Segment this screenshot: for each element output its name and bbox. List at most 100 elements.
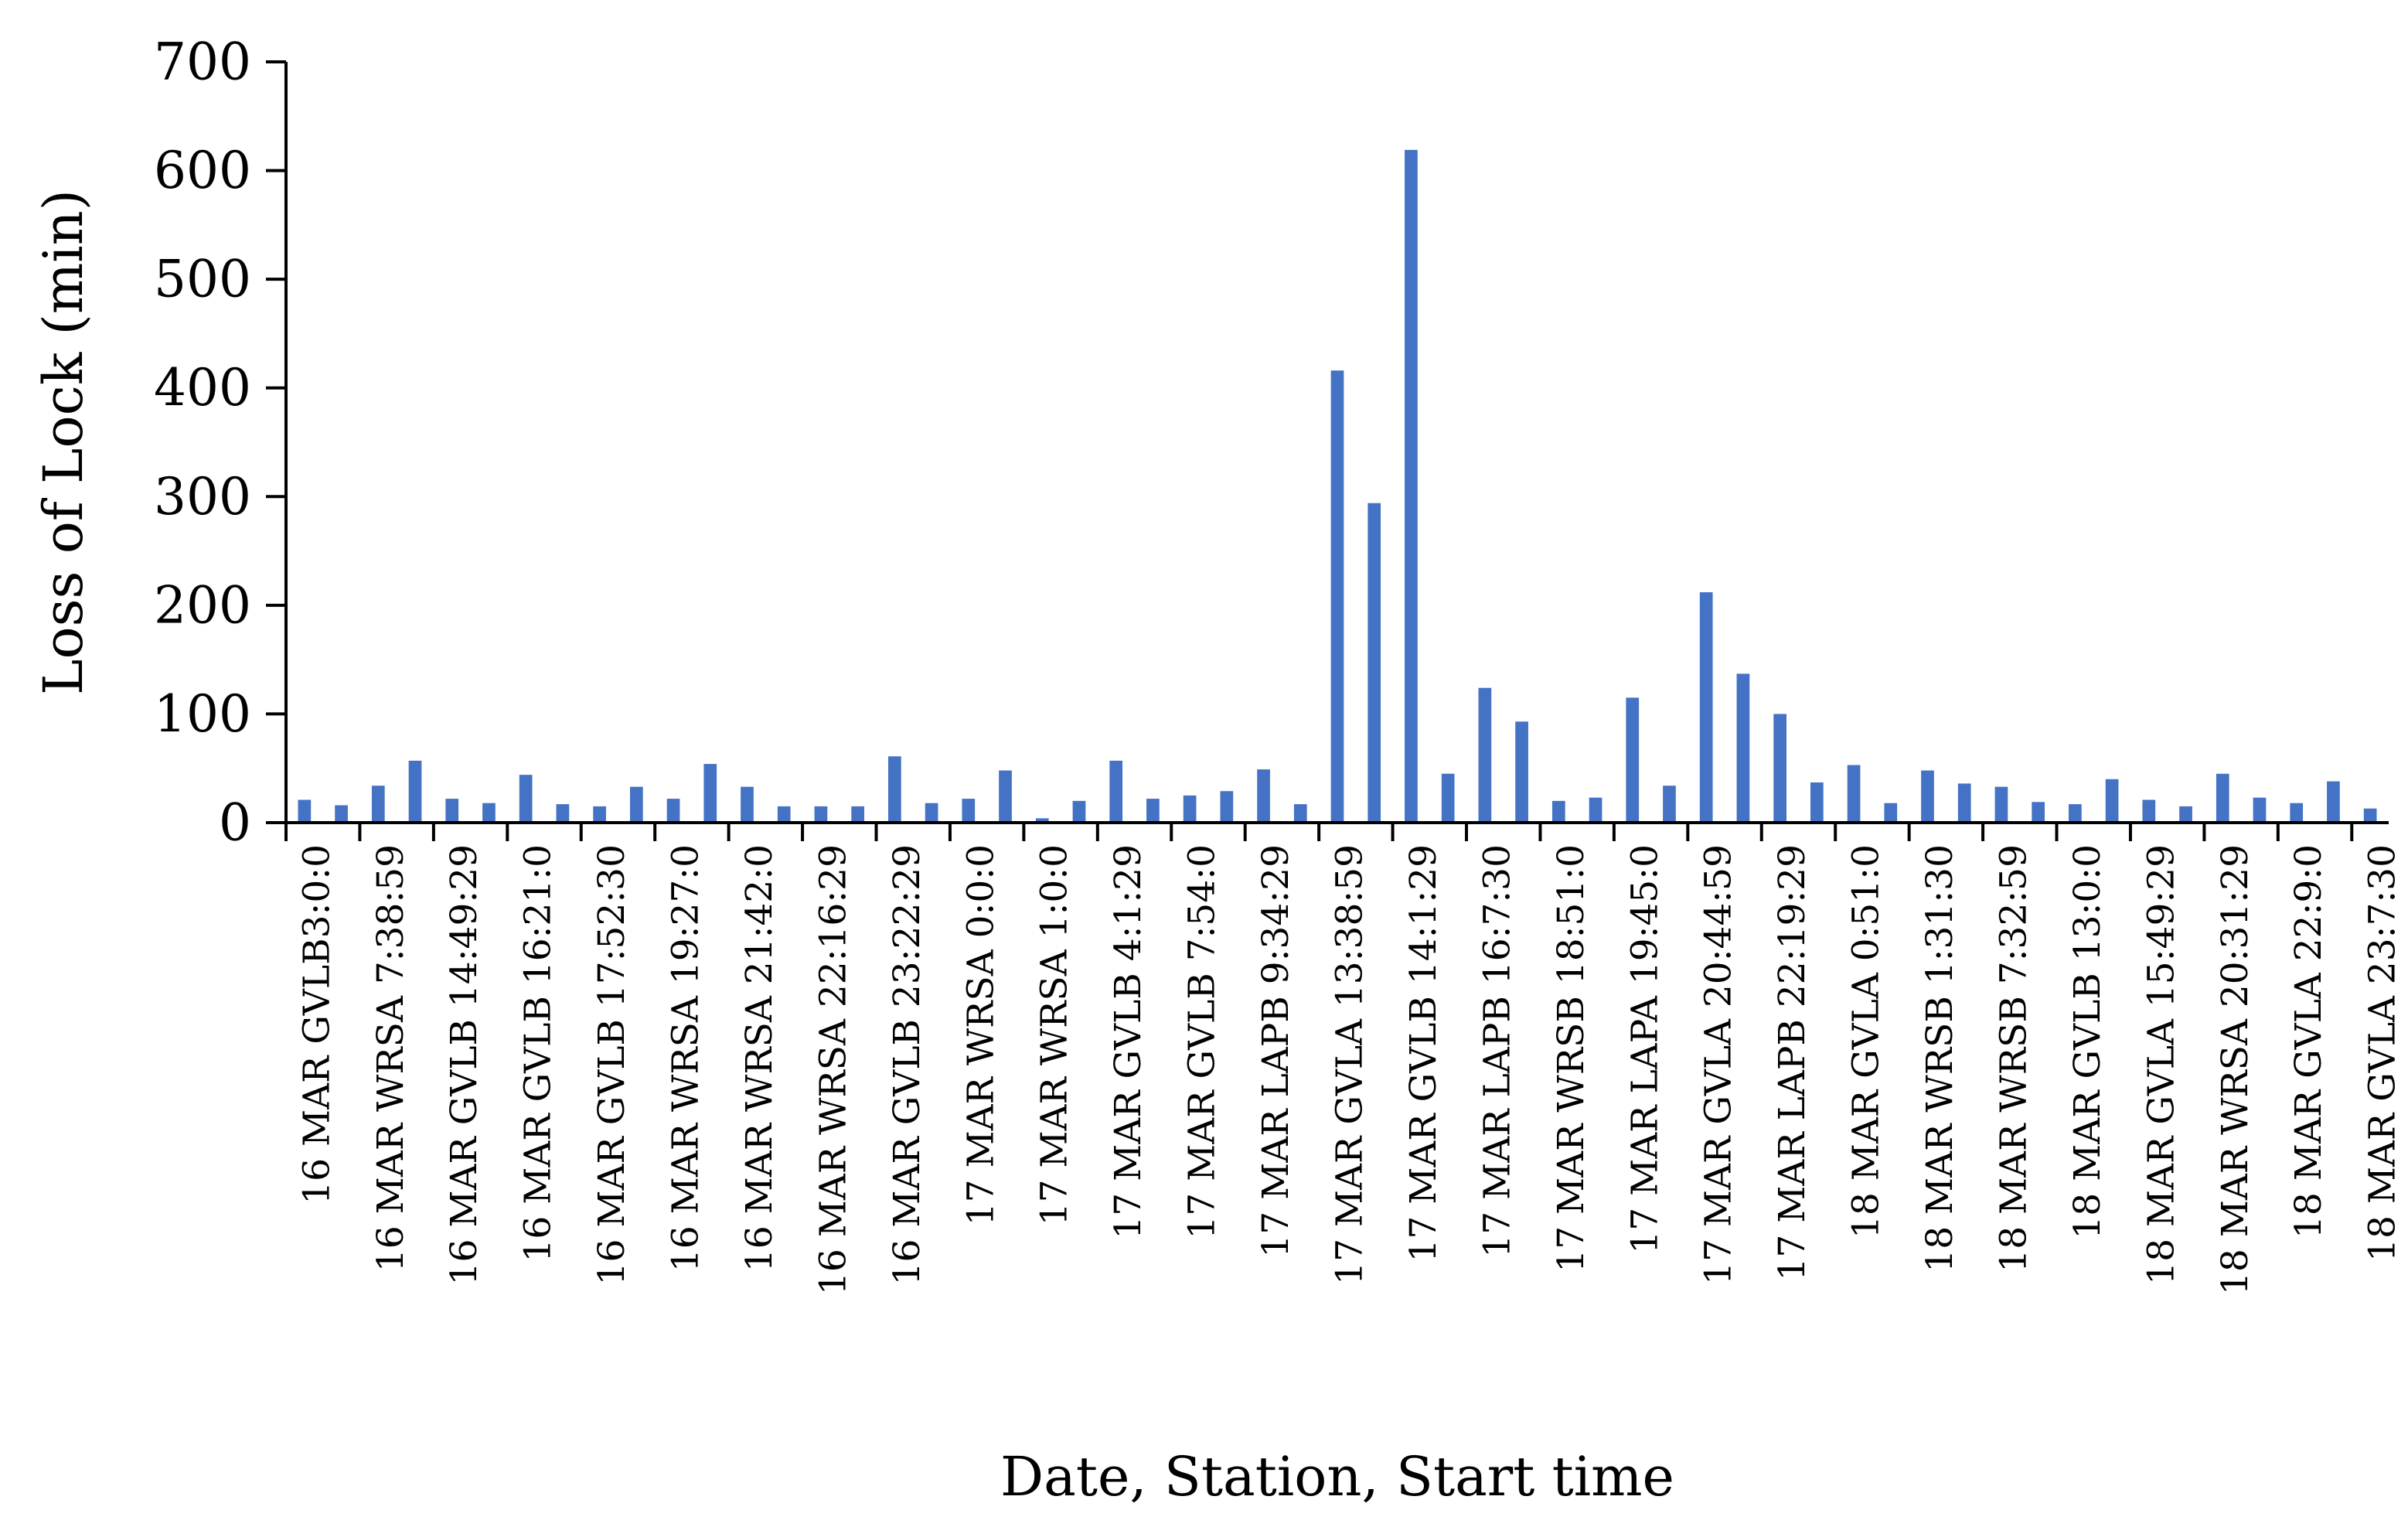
bar xyxy=(519,775,533,823)
bar xyxy=(777,806,791,823)
x-tick-label: 16 MAR GVLB3:0:0 xyxy=(295,844,338,1205)
bar xyxy=(482,803,496,823)
bar xyxy=(888,756,901,823)
bar xyxy=(962,799,976,823)
x-tick-label: 16 MAR GVLB 17:52:30 xyxy=(591,844,633,1285)
x-tick-label: 16 MAR GVLB 14:49:29 xyxy=(443,844,485,1285)
bar xyxy=(2179,806,2192,823)
x-tick-label: 17 MAR GVLB 7:54:0 xyxy=(1181,844,1224,1239)
bar xyxy=(1257,769,1270,823)
bar xyxy=(1810,782,1824,823)
bar xyxy=(1921,770,1934,823)
x-tick-label: 17 MAR GVLB 4:1:29 xyxy=(1107,844,1150,1239)
bar xyxy=(2032,802,2045,823)
x-tick-label: 16 MAR GVLB 16:21:0 xyxy=(517,844,560,1263)
bar xyxy=(1405,149,1418,823)
bar xyxy=(2290,803,2304,823)
bar xyxy=(814,806,828,823)
bar xyxy=(1072,800,1086,823)
bar xyxy=(1146,799,1160,823)
y-tick-label: 500 xyxy=(154,250,251,309)
x-axis-ticks: 16 MAR GVLB3:0:0 16 MAR WRSA 7:38:59 16 MA… xyxy=(284,823,2404,1295)
bar xyxy=(1478,687,1492,823)
bar xyxy=(1957,783,1971,823)
bar xyxy=(1220,791,1234,823)
bar xyxy=(2216,773,2229,823)
bar xyxy=(1330,370,1344,823)
bar xyxy=(593,806,606,823)
bar xyxy=(298,799,312,823)
y-tick-label: 600 xyxy=(154,141,251,200)
x-tick-label: 18 MAR WRSB 1:31:30 xyxy=(1919,844,1961,1273)
x-tick-label: 18 MAR GVLA 22:9:0 xyxy=(2287,844,2330,1239)
y-tick-label: 400 xyxy=(154,358,251,418)
bar xyxy=(1699,591,1713,823)
y-tick-label: 200 xyxy=(154,575,251,635)
x-tick-label: 18 MAR GVLB 13:0:0 xyxy=(2066,844,2109,1239)
x-tick-label: 17 MAR LAPB 22:19:29 xyxy=(1771,844,1814,1280)
bar xyxy=(1589,797,1602,823)
bar xyxy=(1994,786,2008,823)
bar xyxy=(408,760,422,823)
bar xyxy=(1293,804,1307,823)
x-tick-label: 16 MAR WRSA 22:16:29 xyxy=(812,844,854,1295)
bar xyxy=(1736,673,1750,823)
y-tick-label: 700 xyxy=(154,32,251,92)
bar xyxy=(1551,800,1565,823)
x-tick-label: 17 MAR LAPB 16:7:30 xyxy=(1476,844,1518,1258)
bar xyxy=(1515,721,1528,823)
bar xyxy=(1884,803,1898,823)
x-tick-label: 17 MAR GVLA 13:38:59 xyxy=(1329,844,1371,1285)
x-axis-title: Date, Station, Start time xyxy=(1000,1445,1674,1508)
x-tick-label: 17 MAR WRSA 1:0:0 xyxy=(1034,844,1076,1225)
y-tick-label: 100 xyxy=(154,684,251,744)
x-tick-label: 17 MAR LAPB 9:34:29 xyxy=(1255,844,1297,1258)
bar xyxy=(2069,804,2082,823)
bar xyxy=(1441,773,1455,823)
x-tick-label: 17 MAR WRSA 0:0:0 xyxy=(959,844,1002,1225)
x-tick-label: 18 MAR GVLA 0:51:0 xyxy=(1845,844,1888,1239)
x-tick-label: 16 MAR WRSA 7:38:59 xyxy=(370,844,412,1272)
bar xyxy=(2327,781,2340,823)
bar xyxy=(1367,503,1381,823)
x-tick-label: 18 MAR GVLA 15:49:29 xyxy=(2140,844,2182,1285)
x-tick-label: 16 MAR GVLB 23:22:29 xyxy=(886,844,928,1285)
bar xyxy=(741,786,754,823)
bar xyxy=(1626,697,1640,823)
bar xyxy=(1035,818,1049,823)
y-axis-ticks: 0 100 200 300 400 500 600 700 xyxy=(154,32,286,853)
x-tick-label: 16 MAR WRSA 19:27:0 xyxy=(665,844,707,1272)
bar xyxy=(999,770,1012,823)
y-axis-title: Loss of Lock (min) xyxy=(32,189,95,695)
bar xyxy=(703,764,717,823)
bar xyxy=(2105,779,2119,823)
y-tick-label: 0 xyxy=(219,793,251,853)
x-tick-label: 17 MAR GVLA 20:44:59 xyxy=(1698,844,1740,1285)
bar xyxy=(2142,799,2156,823)
bar xyxy=(445,799,459,823)
y-tick-label: 300 xyxy=(154,467,251,527)
x-tick-label: 17 MAR GVLB 14:1:29 xyxy=(1402,844,1445,1263)
bar xyxy=(1773,714,1786,823)
bar xyxy=(2363,808,2377,823)
bar xyxy=(851,806,864,823)
bar xyxy=(335,805,348,823)
bar xyxy=(1109,760,1123,823)
bar xyxy=(371,786,385,823)
bar xyxy=(1663,786,1676,823)
bar xyxy=(556,804,570,823)
bar xyxy=(925,803,938,823)
bar xyxy=(666,799,680,823)
bar xyxy=(2253,797,2267,823)
bar xyxy=(1847,765,1861,823)
x-tick-label: 17 MAR WRSB 18:51:0 xyxy=(1550,844,1592,1273)
x-tick-label: 16 MAR WRSA 21:42:0 xyxy=(738,844,781,1272)
x-tick-label: 18 MAR WRSB 7:32:59 xyxy=(1992,844,2035,1273)
bar xyxy=(629,786,643,823)
bar-series xyxy=(298,149,2377,823)
x-tick-label: 17 MAR LAPA 19:45:0 xyxy=(1623,844,1666,1254)
bar xyxy=(1183,795,1197,823)
x-tick-label: 18 MAR GVLA 23:7:30 xyxy=(2362,844,2404,1262)
